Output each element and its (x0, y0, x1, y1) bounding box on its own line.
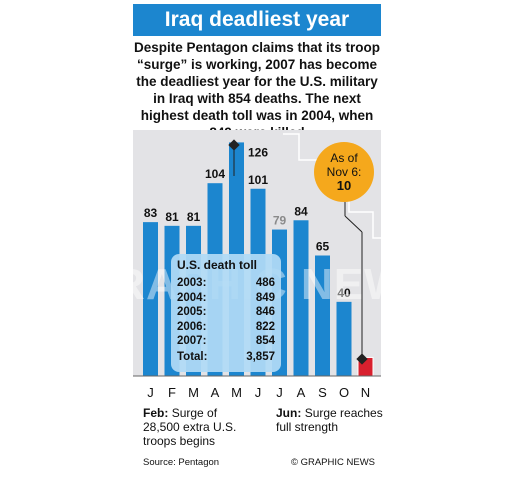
note-jun-text: Surge reaches full strength (276, 406, 383, 434)
row-value: 822 (255, 320, 275, 333)
note-jun-label: Jun: (276, 406, 302, 420)
table-row: 2006: 822 (177, 320, 275, 335)
row-year: 2007: (177, 335, 207, 347)
bar (143, 222, 158, 376)
bar (315, 255, 330, 376)
x-tick-label: J (255, 385, 262, 400)
value-label: 104 (205, 167, 225, 181)
value-label: 40 (337, 286, 351, 300)
value-label: 83 (144, 206, 158, 220)
x-tick-label: N (361, 385, 370, 400)
table-row: 2005: 846 (177, 305, 275, 320)
callout-line2: Nov 6: (326, 165, 362, 179)
total-value: 3,857 (246, 350, 275, 363)
row-value: 854 (255, 335, 275, 347)
x-tick-label: M (231, 385, 242, 400)
bar (336, 301, 352, 376)
row-value: 849 (255, 291, 275, 304)
x-tick-label: J (147, 385, 154, 400)
intro-text: Despite Pentagon claims that its troop “… (133, 40, 381, 140)
x-tick-label: S (318, 385, 327, 400)
callout-value: 10 (336, 178, 352, 193)
note-feb-label: Feb: (143, 406, 169, 420)
value-label: 81 (165, 210, 179, 224)
x-tick-label: O (339, 385, 349, 400)
row-year: 2006: (177, 320, 207, 333)
row-year: 2004: (177, 291, 207, 304)
total-label: Total: (177, 350, 208, 363)
row-year: 2005: (177, 306, 207, 318)
row-year: 2003: (177, 277, 207, 289)
x-tick-label: M (188, 385, 199, 400)
as-of-callout: As of Nov 6: 10 (314, 142, 374, 202)
x-tick-label: A (297, 385, 306, 400)
value-label: 79 (273, 214, 287, 228)
value-label: 101 (248, 173, 268, 187)
credit-text: © GRAPHIC NEWS (290, 457, 375, 468)
value-label: 81 (187, 210, 201, 224)
callout-line1: As of (330, 151, 358, 165)
note-jun: Jun: Surge reaches full strength (276, 406, 386, 434)
table-heading: U.S. death toll (177, 258, 258, 272)
row-value: 486 (255, 277, 275, 289)
table-total-row: Total: 3,857 (177, 350, 275, 365)
bar (357, 356, 374, 377)
chart-title: Iraq deadliest year (133, 4, 381, 36)
source-text: Source: Pentagon (143, 457, 220, 468)
note-feb-text: Surge of 28,500 extra U.S. troops begins (143, 406, 237, 448)
value-label: 126 (248, 145, 268, 159)
death-toll-table: U.S. death toll 2003: 486 2004: 849 2005… (171, 254, 281, 372)
note-feb: Feb: Surge of 28,500 extra U.S. troops b… (143, 406, 253, 448)
x-tick-label: A (211, 385, 220, 400)
bar (293, 220, 309, 376)
table-row: 2004: 849 (177, 291, 275, 306)
value-label: 84 (294, 204, 308, 218)
table-row: 2007: 854 (177, 334, 275, 349)
value-labels-group: 83 81 81 104 126 101 79 84 65 40 (144, 145, 351, 299)
value-label: 65 (316, 240, 330, 254)
x-tick-label: J (276, 385, 283, 400)
row-value: 846 (255, 306, 275, 318)
table-row: 2003: 486 (177, 276, 275, 291)
x-tick-label: F (168, 385, 176, 400)
